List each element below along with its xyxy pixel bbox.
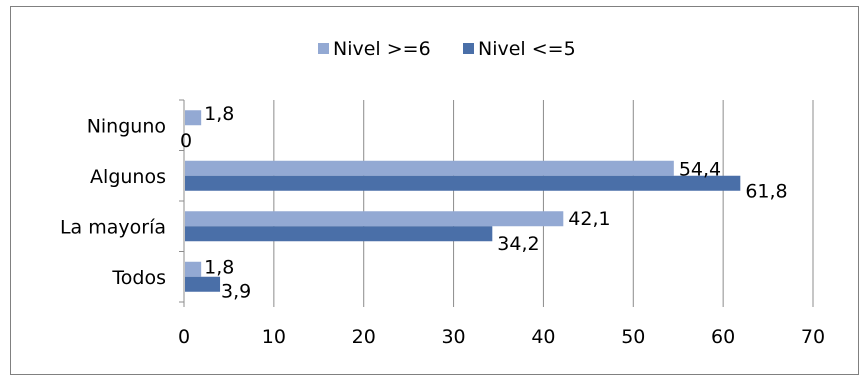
bar-nivel-6-plus xyxy=(185,261,202,277)
gridlines xyxy=(273,100,814,302)
category-label: Ninguno xyxy=(87,115,166,137)
data-label-nivel-5-minus: 34,2 xyxy=(497,233,539,255)
legend-label-nivel-6-plus: Nivel >=6 xyxy=(333,38,431,60)
data-label-nivel-5-minus: 0 xyxy=(180,130,192,152)
legend-swatch-nivel-6-plus xyxy=(318,43,329,54)
bars xyxy=(185,110,741,292)
bar-nivel-6-plus xyxy=(185,160,674,176)
data-label-nivel-5-minus: 3,9 xyxy=(221,280,251,302)
x-tick-label-40: 40 xyxy=(531,326,555,348)
bar-nivel-5-minus xyxy=(185,276,221,292)
x-tick-label-70: 70 xyxy=(801,326,825,348)
category-label: Todos xyxy=(111,267,166,289)
axes xyxy=(179,99,814,307)
category-labels: Ninguno Algunos La mayoría Todos xyxy=(60,115,166,289)
category-label: La mayoría xyxy=(60,216,166,238)
data-label-nivel-6-plus: 54,4 xyxy=(679,158,721,180)
bar-chart: Nivel >=6 Nivel <=5 Ninguno Algunos La may… xyxy=(60,38,825,348)
bar-nivel-5-minus xyxy=(185,226,493,242)
tick-labels: 0 10 20 30 40 50 60 70 xyxy=(178,326,825,348)
data-label-nivel-6-plus: 1,8 xyxy=(204,103,234,125)
data-label-nivel-6-plus: 1,8 xyxy=(204,256,234,278)
bar-nivel-6-plus xyxy=(185,110,202,126)
x-tick-label-60: 60 xyxy=(711,326,735,348)
bar-nivel-6-plus xyxy=(185,211,564,227)
x-tick-label-50: 50 xyxy=(621,326,645,348)
data-label-nivel-5-minus: 61,8 xyxy=(745,180,787,202)
x-tick-label-30: 30 xyxy=(441,326,465,348)
chart-frame: Nivel >=6 Nivel <=5 Ninguno Algunos La may… xyxy=(10,6,859,375)
x-tick-label-0: 0 xyxy=(178,326,190,348)
x-tick-label-10: 10 xyxy=(262,326,286,348)
bar-nivel-5-minus xyxy=(185,175,741,191)
legend: Nivel >=6 Nivel <=5 xyxy=(318,38,576,60)
legend-label-nivel-5-minus: Nivel <=5 xyxy=(478,38,576,60)
legend-swatch-nivel-5-minus xyxy=(463,43,474,54)
x-tick-label-20: 20 xyxy=(352,326,376,348)
data-label-nivel-6-plus: 42,1 xyxy=(568,208,610,230)
category-label: Algunos xyxy=(90,166,166,188)
